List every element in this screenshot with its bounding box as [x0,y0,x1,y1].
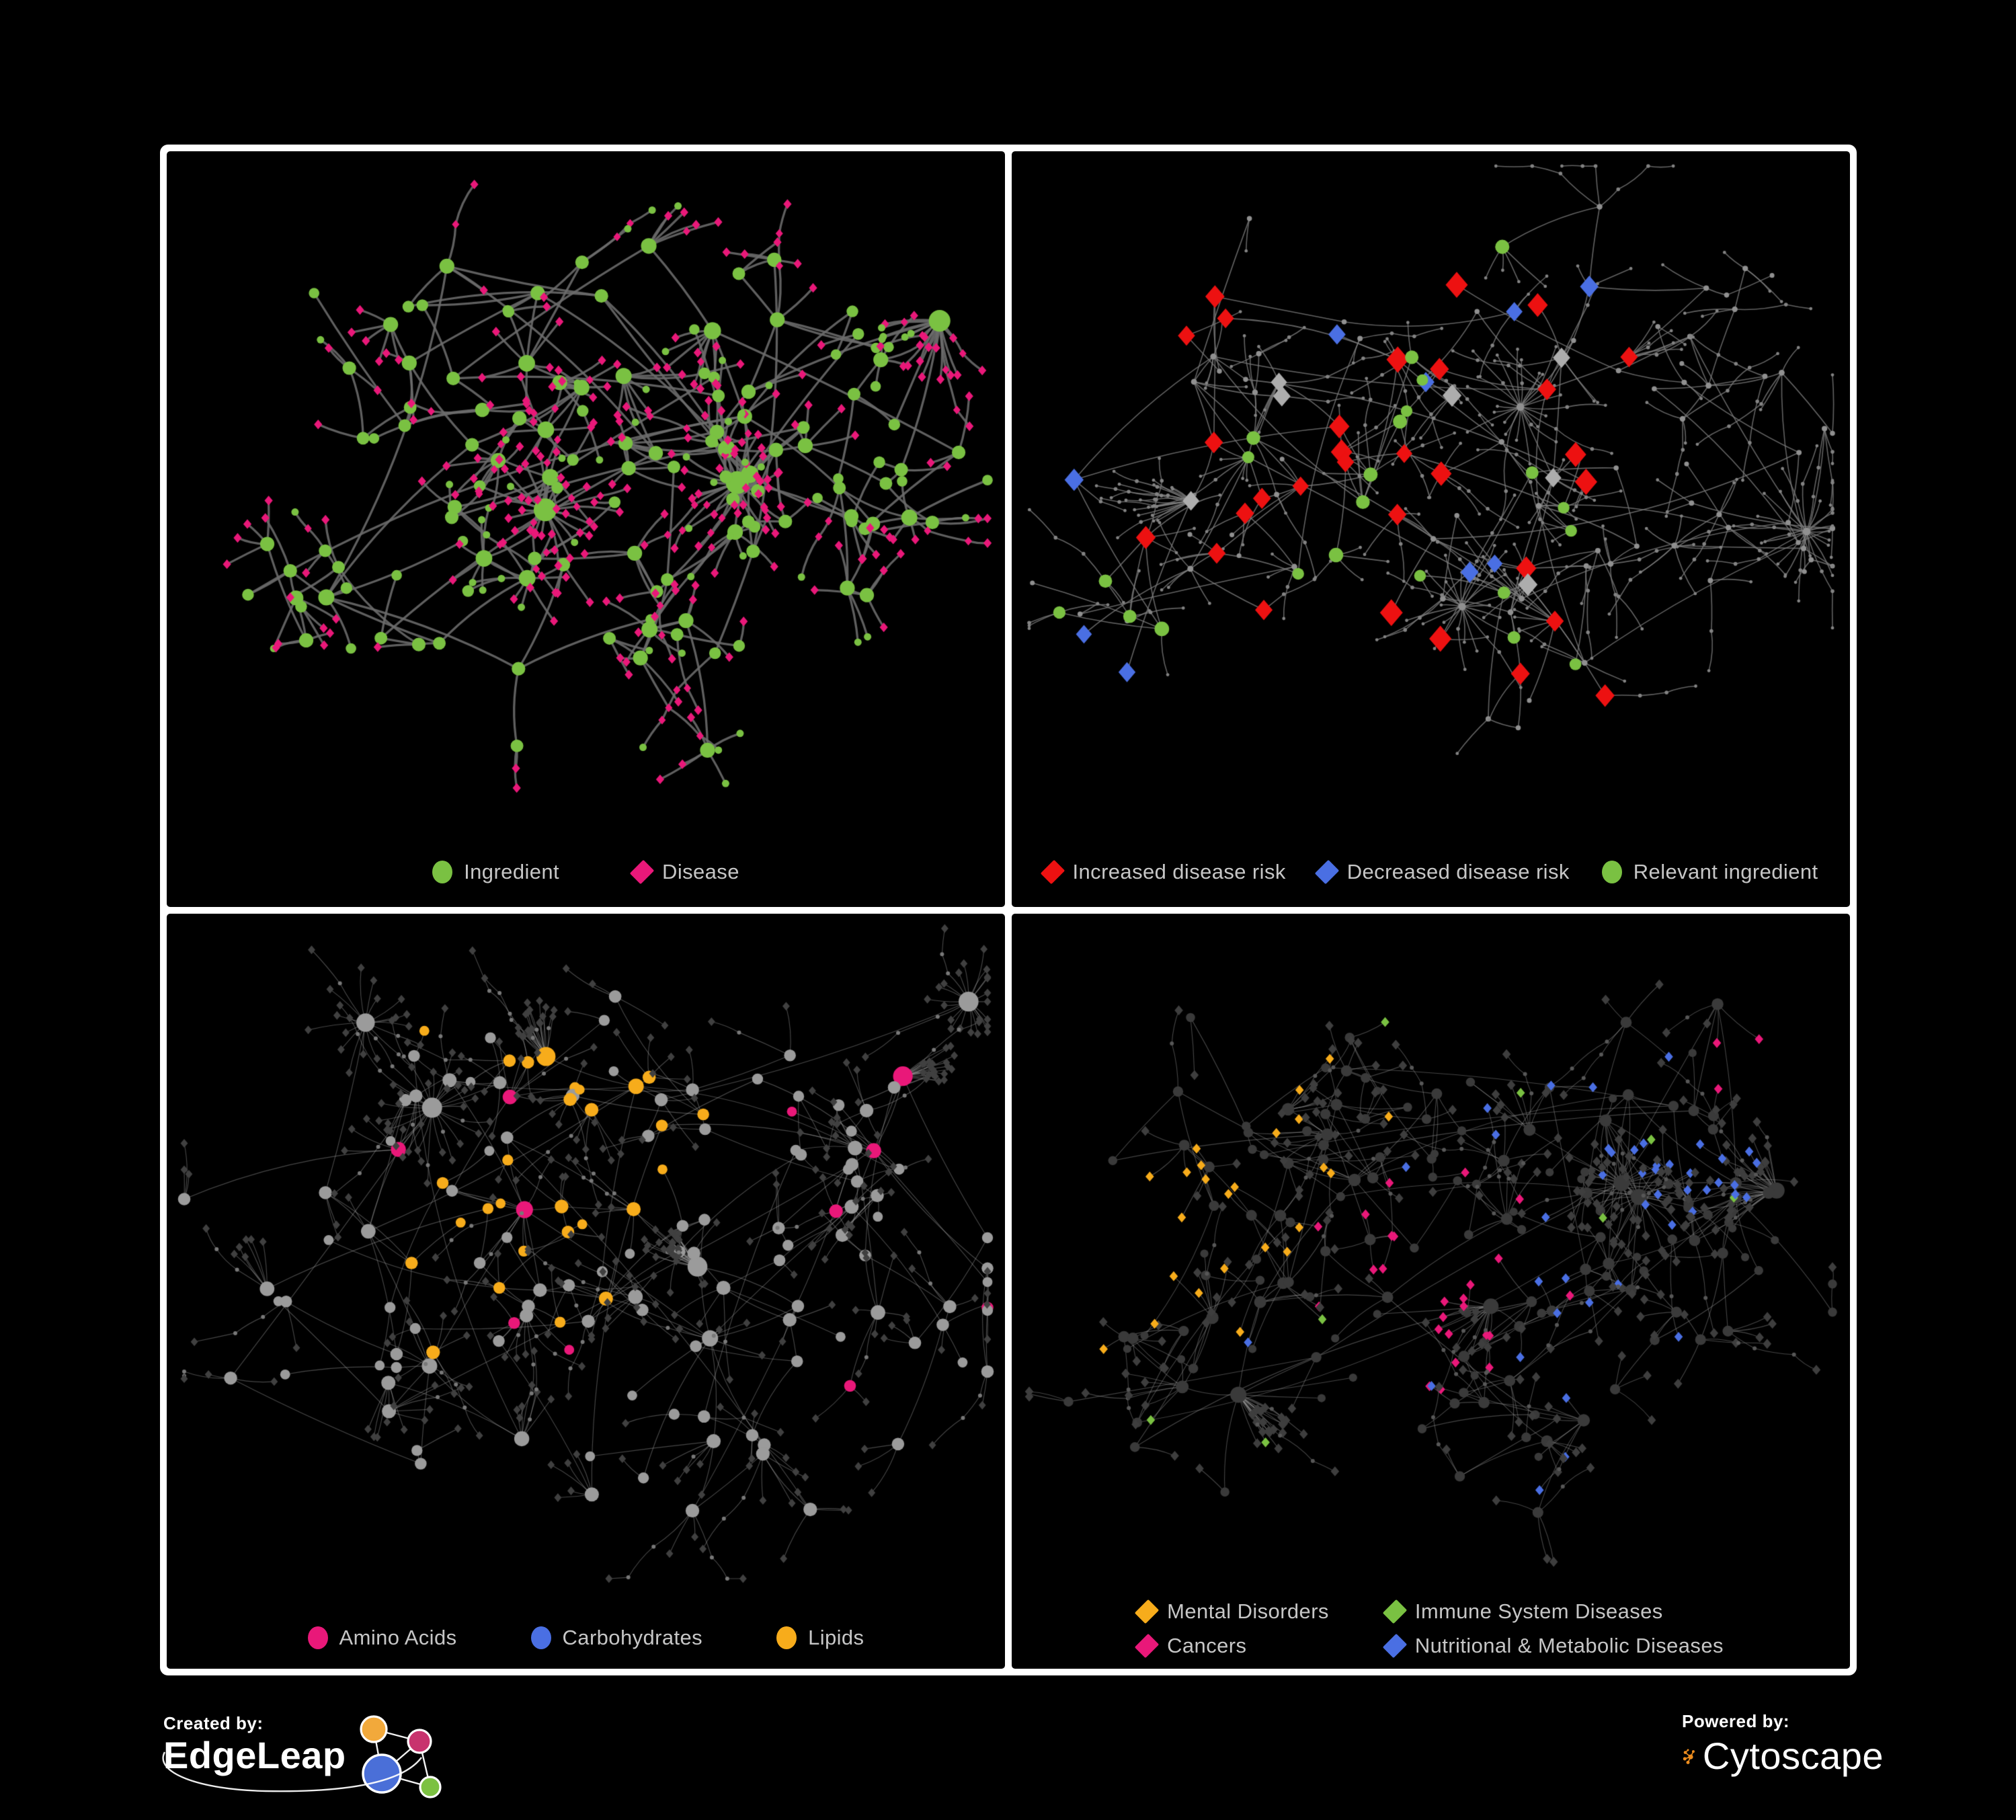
legend-item: Immune System Diseases [1382,1599,1724,1624]
legend-label: Nutritional & Metabolic Diseases [1414,1634,1724,1657]
diamond-marker-icon [1040,859,1065,884]
legend-disease-classes: Mental Disorders Immune System Diseases … [1134,1599,1724,1659]
legend-label: Immune System Diseases [1414,1599,1663,1623]
legend-label: Amino Acids [339,1626,457,1649]
network-canvas-disease-classes [1012,913,1850,1583]
panel-disease-classes: Mental Disorders Immune System Diseases … [1012,913,1850,1669]
cytoscape-wordmark: Cytoscape [1702,1735,1884,1777]
legend-label: Relevant ingredient [1633,859,1818,883]
panel-nutrient-classes: Amino Acids Carbohydrates Lipids [167,913,1005,1669]
network-canvas-ingredient-disease [167,151,1005,834]
diamond-marker-icon [1134,1633,1160,1659]
diamond-marker-icon [1314,859,1339,884]
panel-disease-risk: Increased disease risk Decreased disease… [1012,151,1850,907]
legend-label: Cancers [1167,1634,1247,1657]
legend-item: Carbohydrates [530,1626,703,1650]
circle-marker-icon [1601,860,1622,883]
legend-label: Mental Disorders [1167,1599,1329,1623]
circle-marker-icon [530,1626,551,1649]
legend-label: Disease [662,859,739,883]
diamond-marker-icon [1382,1633,1408,1659]
created-by-caption: Created by: [163,1713,264,1733]
legend-label: Carbohydrates [562,1626,703,1649]
diamond-marker-icon [629,859,655,884]
legend-label: Decreased disease risk [1346,859,1570,883]
legend-ingredient-disease: Ingredient Disease [167,859,1005,884]
created-by-block: Created by: EdgeLeap [162,1713,473,1807]
powered-by-block: Powered by: Cytoscape [1682,1711,1884,1798]
legend-label: Increased disease risk [1072,859,1286,883]
legend-item: Disease [629,859,739,884]
legend-item: Relevant ingredient [1601,859,1818,884]
legend-item: Amino Acids [307,1626,457,1650]
diamond-marker-icon [1134,1599,1160,1624]
circle-marker-icon [432,860,453,883]
legend-disease-risk: Increased disease risk Decreased disease… [1012,859,1850,884]
legend-item: Nutritional & Metabolic Diseases [1382,1633,1724,1659]
legend-item: Mental Disorders [1134,1599,1329,1624]
panel-ingredient-disease: Ingredient Disease [167,151,1005,907]
diamond-marker-icon [1382,1599,1408,1624]
legend-item: Cancers [1134,1633,1329,1659]
cytoscape-logo-icon [1683,1749,1695,1764]
legend-item: Lipids [776,1626,864,1650]
figure-frame: Ingredient Disease Increased disease ris… [160,145,1857,1675]
legend-label: Lipids [808,1626,864,1649]
circle-marker-icon [307,1626,328,1649]
edgeleap-wordmark: EdgeLeap [163,1734,346,1776]
legend-item: Increased disease risk [1040,859,1286,884]
legend-item: Ingredient [432,860,559,884]
powered-by-caption: Powered by: [1682,1711,1790,1731]
circle-marker-icon [776,1626,797,1649]
network-canvas-disease-risk [1012,151,1850,834]
legend-nutrient-classes: Amino Acids Carbohydrates Lipids [167,1626,1005,1650]
legend-label: Ingredient [464,859,560,883]
legend-item: Decreased disease risk [1314,859,1570,884]
network-canvas-nutrient-classes [167,913,1005,1596]
